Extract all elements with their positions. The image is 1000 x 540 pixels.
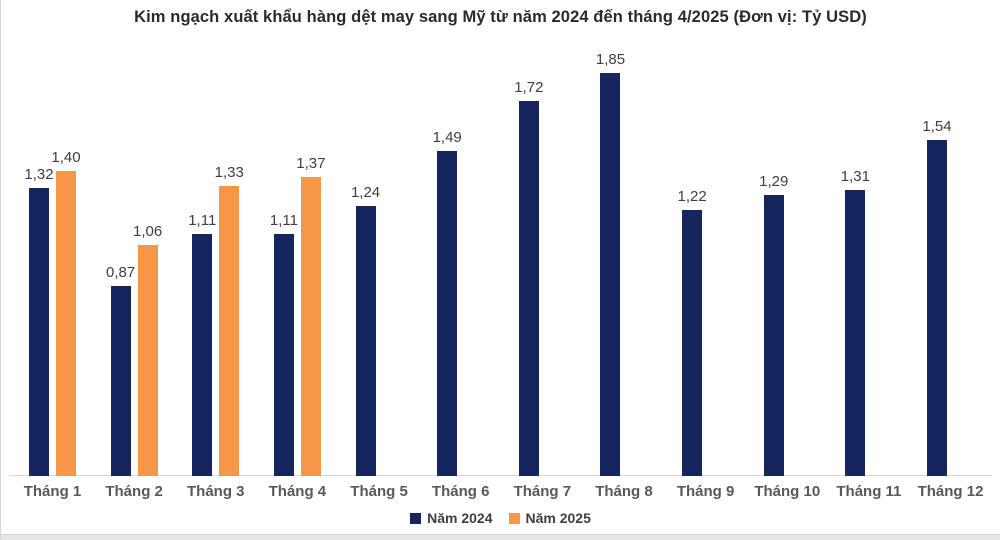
bar-năm-2024-thang-11 xyxy=(845,190,866,476)
bar-năm-2024-thang-5 xyxy=(355,206,376,476)
value-label: 0,87 xyxy=(106,264,136,281)
value-label: 1,11 xyxy=(269,212,298,229)
value-label: 1,49 xyxy=(432,129,462,146)
bar-năm-2024-thang-2 xyxy=(110,286,131,476)
x-axis-label-thang-6: Tháng 6 xyxy=(431,483,490,500)
bar-năm-2024-thang-3 xyxy=(192,234,213,476)
x-axis-label-thang-3: Tháng 3 xyxy=(187,483,245,500)
value-label: 1,40 xyxy=(51,149,81,166)
value-label: 1,22 xyxy=(677,188,707,205)
value-label: 1,33 xyxy=(214,164,244,181)
page-bottom-divider xyxy=(1,534,1000,540)
value-label: 1,29 xyxy=(759,173,789,190)
chart-legend: Năm 2024 Năm 2025 xyxy=(1,510,1000,526)
x-axis-label-thang-11: Tháng 11 xyxy=(836,483,902,500)
bar-năm-2025-thang-4 xyxy=(300,177,321,476)
value-label: 1,72 xyxy=(514,79,544,96)
bar-năm-2024-thang-1 xyxy=(29,188,49,476)
value-label: 1,24 xyxy=(350,184,381,201)
legend-item-2025: Năm 2025 xyxy=(508,510,591,526)
value-label: 1,32 xyxy=(24,166,54,183)
bar-năm-2025-thang-3 xyxy=(219,186,240,476)
value-label: 1,11 xyxy=(188,212,217,229)
legend-label-2025: Năm 2025 xyxy=(525,510,591,526)
bar-năm-2024-thang-12 xyxy=(927,140,948,476)
x-axis-label-thang-9: Tháng 9 xyxy=(676,483,735,500)
bar-năm-2024-thang-4 xyxy=(273,234,294,476)
x-axis-label-thang-12: Tháng 12 xyxy=(917,483,984,500)
value-label: 1,06 xyxy=(133,223,163,240)
x-axis-label-thang-8: Tháng 8 xyxy=(595,483,653,500)
bar-năm-2024-thang-7 xyxy=(518,101,539,476)
bar-năm-2024-thang-10 xyxy=(763,195,784,476)
legend-swatch-2024-icon xyxy=(410,512,422,524)
bar-năm-2025-thang-2 xyxy=(137,245,158,476)
chart-title: Kim ngạch xuất khẩu hàng dệt may sang Mỹ… xyxy=(134,8,867,26)
bar-năm-2024-thang-6 xyxy=(437,151,458,476)
x-axis-line xyxy=(9,475,992,476)
legend-item-2024: Năm 2024 xyxy=(410,510,493,526)
value-label: 1,54 xyxy=(922,118,952,135)
legend-label-2024: Năm 2024 xyxy=(427,510,493,526)
x-axis-label-thang-1: Tháng 1 xyxy=(23,483,82,500)
bar-năm-2024-thang-9 xyxy=(682,210,703,476)
bar-năm-2024-thang-8 xyxy=(600,73,621,476)
value-label: 1,85 xyxy=(595,51,626,68)
x-axis-label-thang-10: Tháng 10 xyxy=(754,483,821,500)
value-label: 1,31 xyxy=(840,168,870,185)
x-axis-label-thang-5: Tháng 5 xyxy=(350,483,408,500)
x-axis-label-thang-4: Tháng 4 xyxy=(268,483,327,500)
x-axis-label-thang-7: Tháng 7 xyxy=(513,483,572,500)
bar-năm-2025-thang-1 xyxy=(56,171,76,476)
legend-swatch-2025-icon xyxy=(508,512,520,524)
value-label: 1,37 xyxy=(296,155,326,172)
x-axis-label-thang-2: Tháng 2 xyxy=(105,483,163,500)
